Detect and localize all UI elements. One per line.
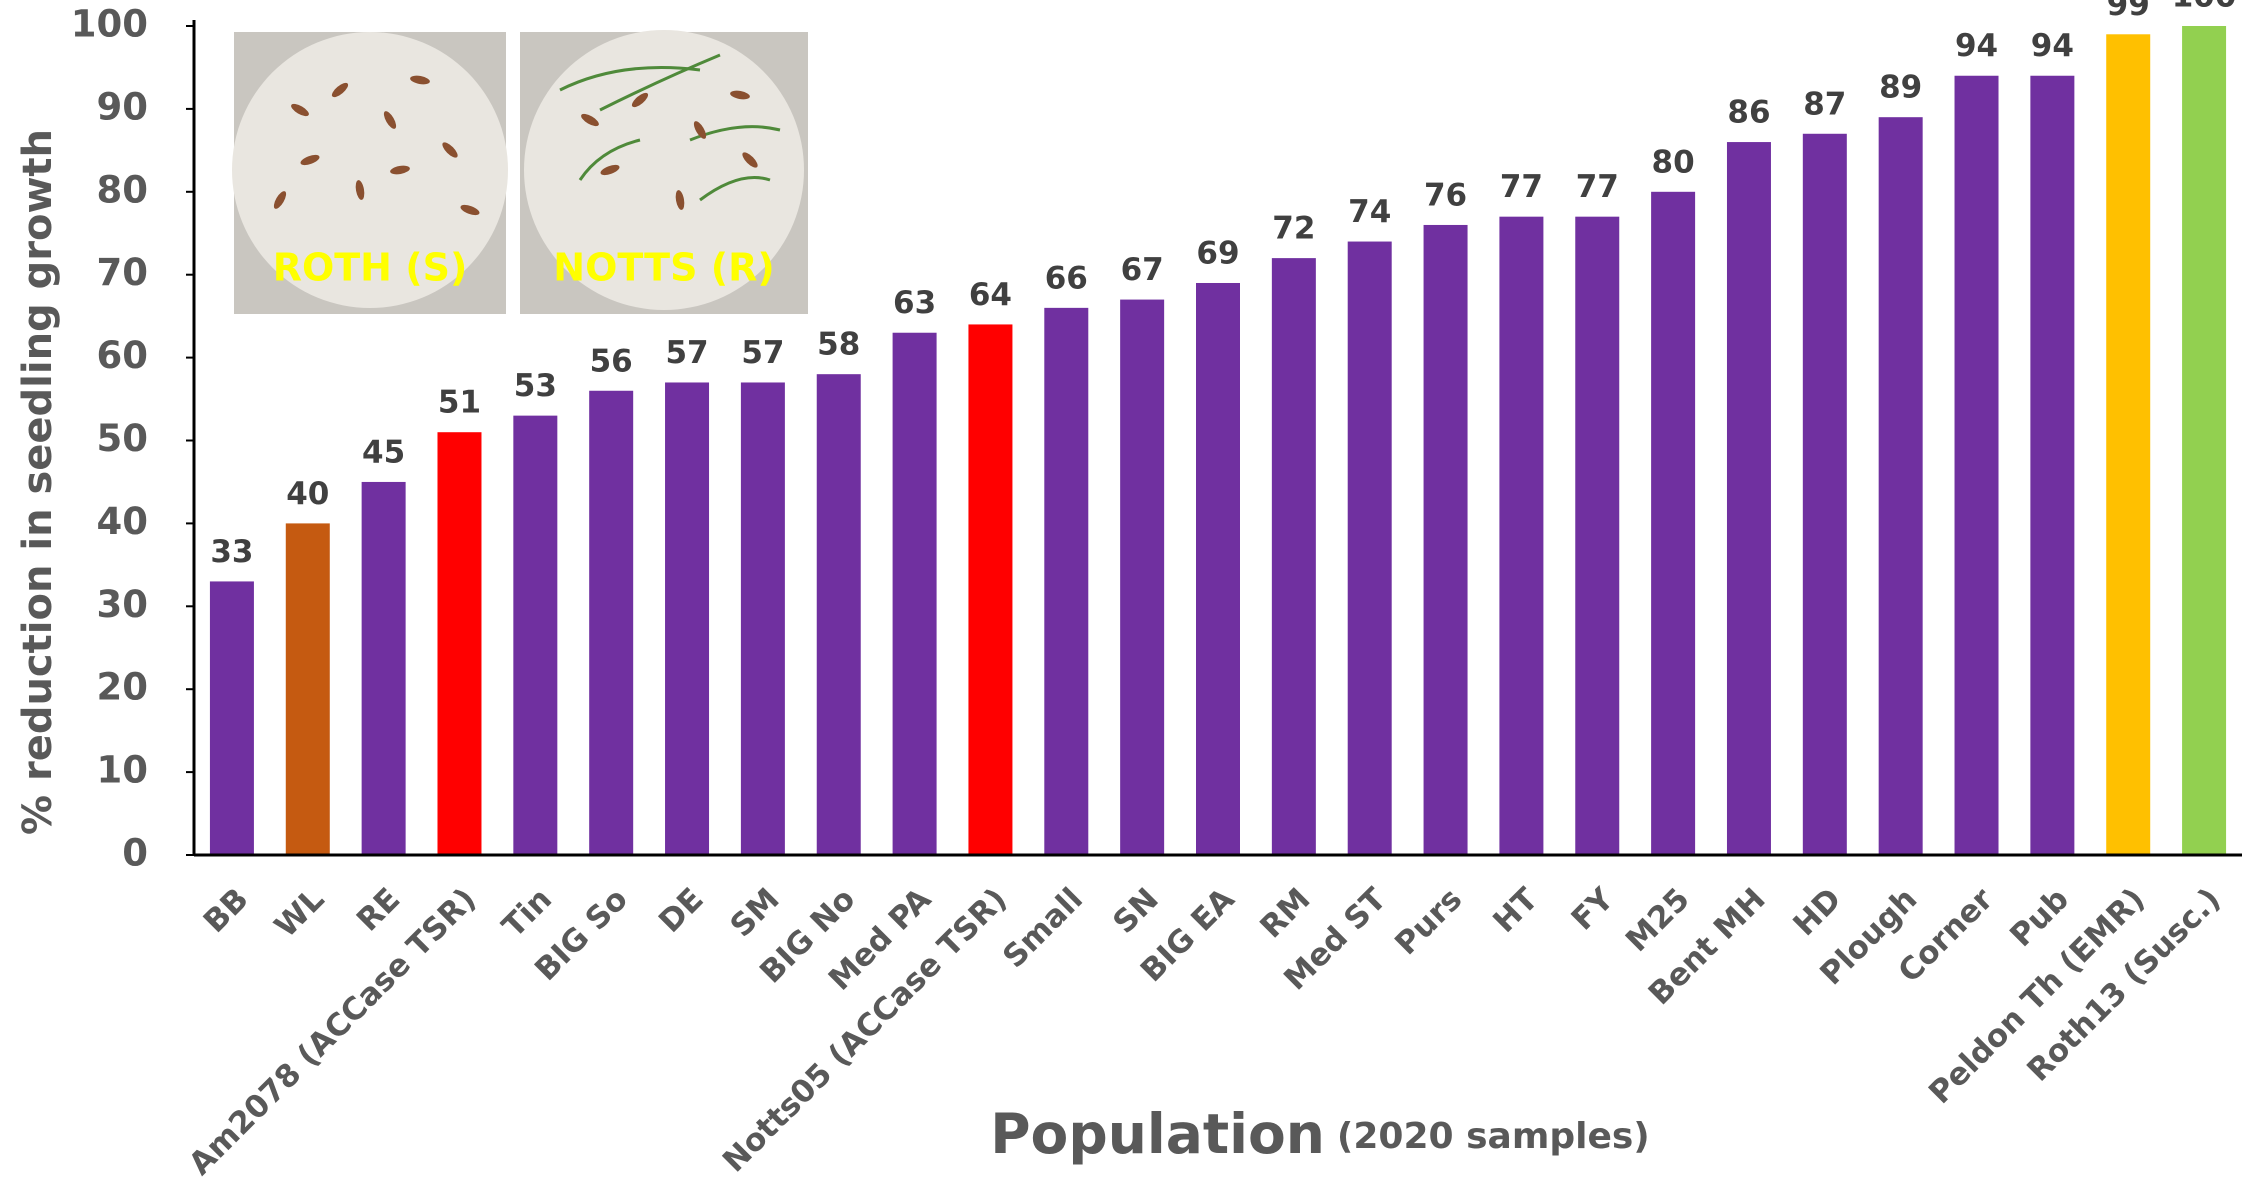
value-label: 64 (969, 277, 1012, 313)
bar (1424, 225, 1468, 855)
value-label: 99 (2107, 0, 2150, 23)
bar (1879, 117, 1923, 855)
value-label: 80 (1652, 144, 1695, 180)
inset-label: NOTTS (R) (553, 246, 774, 290)
value-label: 77 (1500, 169, 1543, 205)
value-label: 57 (741, 335, 784, 371)
bar (437, 432, 481, 855)
value-label: 74 (1348, 194, 1391, 230)
inset-label: ROTH (S) (273, 246, 468, 290)
x-tick-label: Tin (495, 881, 559, 945)
y-tick-label: 70 (97, 251, 149, 294)
inset-photo: NOTTS (R) (520, 30, 808, 314)
x-tick-label: DE (652, 881, 711, 940)
x-tick-label: WL (268, 881, 332, 945)
bar (1348, 242, 1392, 855)
bar (1955, 76, 1999, 855)
value-label: 51 (438, 385, 481, 421)
value-label: 72 (1272, 211, 1315, 247)
x-tick-label: FY (1565, 881, 1622, 938)
x-tick-label: HD (1786, 881, 1848, 943)
bar (286, 523, 330, 855)
y-tick-label: 40 (97, 500, 149, 543)
value-label: 87 (1803, 86, 1846, 122)
bar (2106, 34, 2150, 855)
value-label: 45 (362, 434, 405, 470)
bar (1727, 142, 1771, 855)
value-label: 94 (2031, 28, 2074, 64)
value-label: 66 (1045, 260, 1088, 296)
y-tick-label: 10 (97, 749, 149, 792)
y-tick-label: 100 (71, 3, 148, 46)
bar (817, 374, 861, 855)
y-tick-label: 90 (97, 85, 149, 128)
value-label: 63 (893, 285, 936, 321)
bar (2030, 76, 2074, 855)
bar (1803, 134, 1847, 855)
value-label: 86 (1727, 95, 1770, 131)
bar (210, 581, 254, 855)
bar (362, 482, 406, 855)
value-label: 77 (1576, 169, 1619, 205)
value-label: 33 (210, 534, 253, 570)
x-tick-label: BB (197, 881, 256, 940)
y-tick-label: 0 (122, 832, 148, 875)
y-tick-label: 20 (97, 666, 149, 709)
x-tick-label: SM (723, 881, 786, 944)
value-label: 76 (1424, 177, 1467, 213)
x-tick-label: Small (996, 881, 1090, 975)
value-label: 94 (1955, 28, 1998, 64)
bar (2182, 26, 2226, 855)
bar (741, 382, 785, 855)
inset-photo: ROTH (S) (232, 32, 508, 314)
x-axis-title: Population (2020 samples) (990, 1102, 1650, 1166)
bar (1575, 217, 1619, 855)
value-label: 89 (1879, 70, 1922, 106)
y-tick-label: 30 (97, 583, 149, 626)
value-label: 69 (1196, 235, 1239, 271)
value-label: 40 (286, 476, 329, 512)
y-axis-title: % reduction in seedling growth (15, 129, 61, 835)
value-label: 67 (1121, 252, 1164, 288)
x-axis-title-note: (2020 samples) (1337, 1116, 1650, 1157)
value-label: 58 (817, 327, 860, 363)
bar (893, 333, 937, 855)
chart: ROTH (S) NOTTS (R) % reduction in seedli… (0, 0, 2254, 1199)
bar (1272, 258, 1316, 855)
bar (513, 416, 557, 855)
y-tick-label: 60 (97, 334, 149, 377)
y-tick-label: 80 (97, 168, 149, 211)
bar (1651, 192, 1695, 855)
value-label: 57 (665, 335, 708, 371)
bar (665, 382, 709, 855)
bar (968, 324, 1012, 855)
value-label: 100 (2172, 0, 2237, 15)
x-tick-label: HT (1486, 881, 1545, 940)
x-tick-label: RM (1253, 881, 1317, 945)
bar (1044, 308, 1088, 855)
bar (1120, 300, 1164, 855)
x-tick-label: SN (1106, 881, 1166, 941)
x-axis-title-main: Population (990, 1102, 1325, 1166)
bar (589, 391, 633, 855)
bar (1499, 217, 1543, 855)
x-tick-label: RE (350, 881, 407, 938)
y-tick-label: 50 (97, 417, 149, 460)
bar (1196, 283, 1240, 855)
x-tick-label: Purs (1388, 881, 1469, 962)
value-label: 56 (590, 343, 633, 379)
value-label: 53 (514, 368, 557, 404)
